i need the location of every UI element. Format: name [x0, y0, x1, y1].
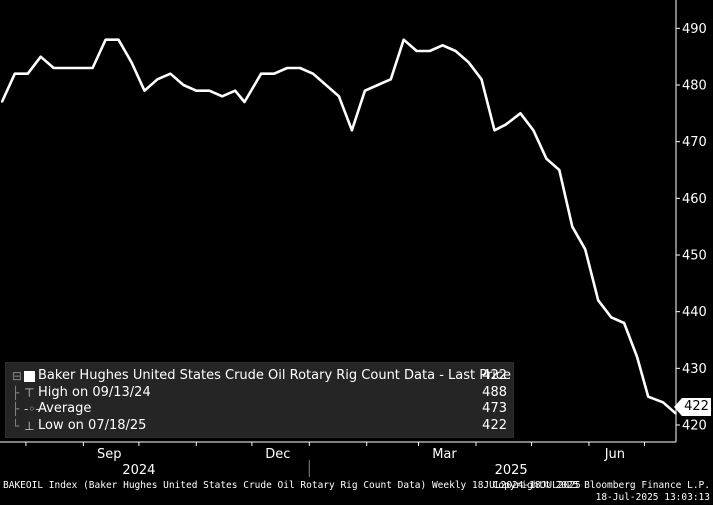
data-point	[402, 38, 405, 41]
x-month-label-mar: Mar	[432, 447, 457, 462]
data-point	[351, 129, 353, 132]
data-point	[584, 248, 586, 251]
y-tick-label-430: 430	[682, 362, 707, 377]
legend-high-label: High on 09/13/24	[38, 384, 151, 400]
data-point	[441, 44, 444, 47]
data-point	[662, 401, 664, 404]
series-layer	[0, 38, 677, 415]
y-tick-label-480: 480	[682, 79, 707, 94]
x-month-label-dec: Dec	[265, 447, 290, 462]
data-point	[143, 89, 146, 92]
data-point	[1, 101, 3, 103]
legend-row-low: └ ⊥ Low on 07/18/25 422	[6, 418, 513, 435]
x-month-label-sep: Sep	[97, 447, 122, 462]
data-point	[182, 84, 185, 86]
legend-series-title: Baker Hughes United States Crude Oil Rot…	[38, 368, 511, 383]
data-point	[364, 89, 366, 92]
data-point	[415, 50, 418, 52]
data-point	[195, 89, 198, 92]
data-point	[504, 123, 507, 126]
data-point	[532, 129, 535, 132]
data-point	[312, 72, 314, 75]
data-point	[493, 129, 496, 132]
data-point	[545, 157, 548, 160]
x-axis: Sep Dec Mar Jun 2024 2025	[0, 441, 676, 478]
y-tick-label-490: 490	[682, 22, 707, 37]
data-point	[260, 72, 262, 75]
chart-legend: ⊟ Baker Hughes United States Crude Oil R…	[5, 362, 514, 438]
data-point	[39, 55, 42, 58]
data-point	[428, 50, 431, 52]
data-point	[117, 38, 120, 41]
data-point	[286, 67, 288, 69]
data-point	[169, 72, 172, 75]
legend-row-high: ├ ⊤ High on 09/13/24 488	[6, 385, 513, 402]
footer-copyright: Copyright© 2025 Bloomberg Finance L.P.	[492, 480, 710, 491]
x-year-label-2025: 2025	[495, 463, 528, 478]
legend-last-price: 422	[482, 368, 507, 383]
data-point	[299, 67, 301, 69]
high-marker-icon: ⊤	[24, 385, 35, 400]
data-point	[156, 78, 159, 81]
data-point	[454, 50, 457, 52]
low-marker-icon: ⊥	[24, 418, 35, 433]
y-tick-label-420: 420	[682, 419, 707, 434]
data-point	[234, 89, 236, 92]
data-point	[636, 356, 638, 358]
data-point	[558, 169, 561, 171]
data-point	[14, 72, 16, 75]
data-point	[91, 67, 94, 69]
legend-low-value: 422	[482, 417, 507, 433]
data-point	[208, 89, 211, 92]
data-point	[623, 322, 625, 324]
last-price-tag: 422	[682, 398, 711, 416]
data-point	[519, 112, 522, 115]
tree-branch-icon: ├	[12, 385, 20, 400]
footer-right: Copyright© 2025 Bloomberg Finance L.P. 1…	[493, 480, 710, 504]
data-point	[78, 67, 81, 69]
footer-index-description: BAKEOIL Index (Baker Hughes United State…	[3, 480, 581, 491]
tree-branch-icon: ├	[12, 402, 20, 416]
y-tick-label-470: 470	[682, 135, 707, 150]
legend-average-value: 473	[482, 401, 507, 416]
data-point	[104, 38, 107, 41]
data-point	[377, 84, 379, 86]
data-point	[390, 78, 392, 81]
y-tick-label-440: 440	[682, 305, 707, 320]
data-point	[597, 299, 599, 302]
data-point	[480, 78, 483, 81]
x-year-label-2024: 2024	[122, 463, 155, 478]
data-point	[467, 61, 470, 64]
tree-end-icon: └	[12, 418, 20, 433]
last-price-arrow	[674, 398, 682, 416]
data-point	[273, 72, 275, 75]
legend-row-series: ⊟ Baker Hughes United States Crude Oil R…	[6, 368, 513, 385]
average-marker-icon: -◦-	[24, 402, 40, 416]
data-point	[65, 67, 68, 69]
data-point	[243, 101, 246, 103]
data-point	[130, 61, 133, 64]
y-axis: 420 430 440 450 460 470 480 490	[675, 0, 707, 442]
data-point	[325, 84, 327, 86]
data-point	[221, 95, 223, 98]
data-point	[571, 225, 574, 228]
legend-average-label: Average	[38, 401, 92, 416]
data-point	[27, 72, 29, 75]
legend-row-average: ├ -◦- Average 473	[6, 401, 513, 418]
data-point	[647, 395, 649, 398]
legend-low-label: Low on 07/18/25	[38, 417, 147, 433]
x-month-label-jun: Jun	[604, 447, 625, 462]
data-point	[338, 95, 340, 98]
series-color-swatch	[24, 371, 35, 382]
y-tick-label-460: 460	[682, 192, 707, 207]
legend-high-value: 488	[482, 384, 507, 400]
data-point	[610, 316, 612, 319]
collapse-icon[interactable]: ⊟	[12, 369, 23, 383]
footer-timestamp: 18-Jul-2025 13:03:13	[595, 492, 710, 503]
y-tick-label-450: 450	[682, 249, 707, 264]
data-point	[52, 67, 55, 69]
